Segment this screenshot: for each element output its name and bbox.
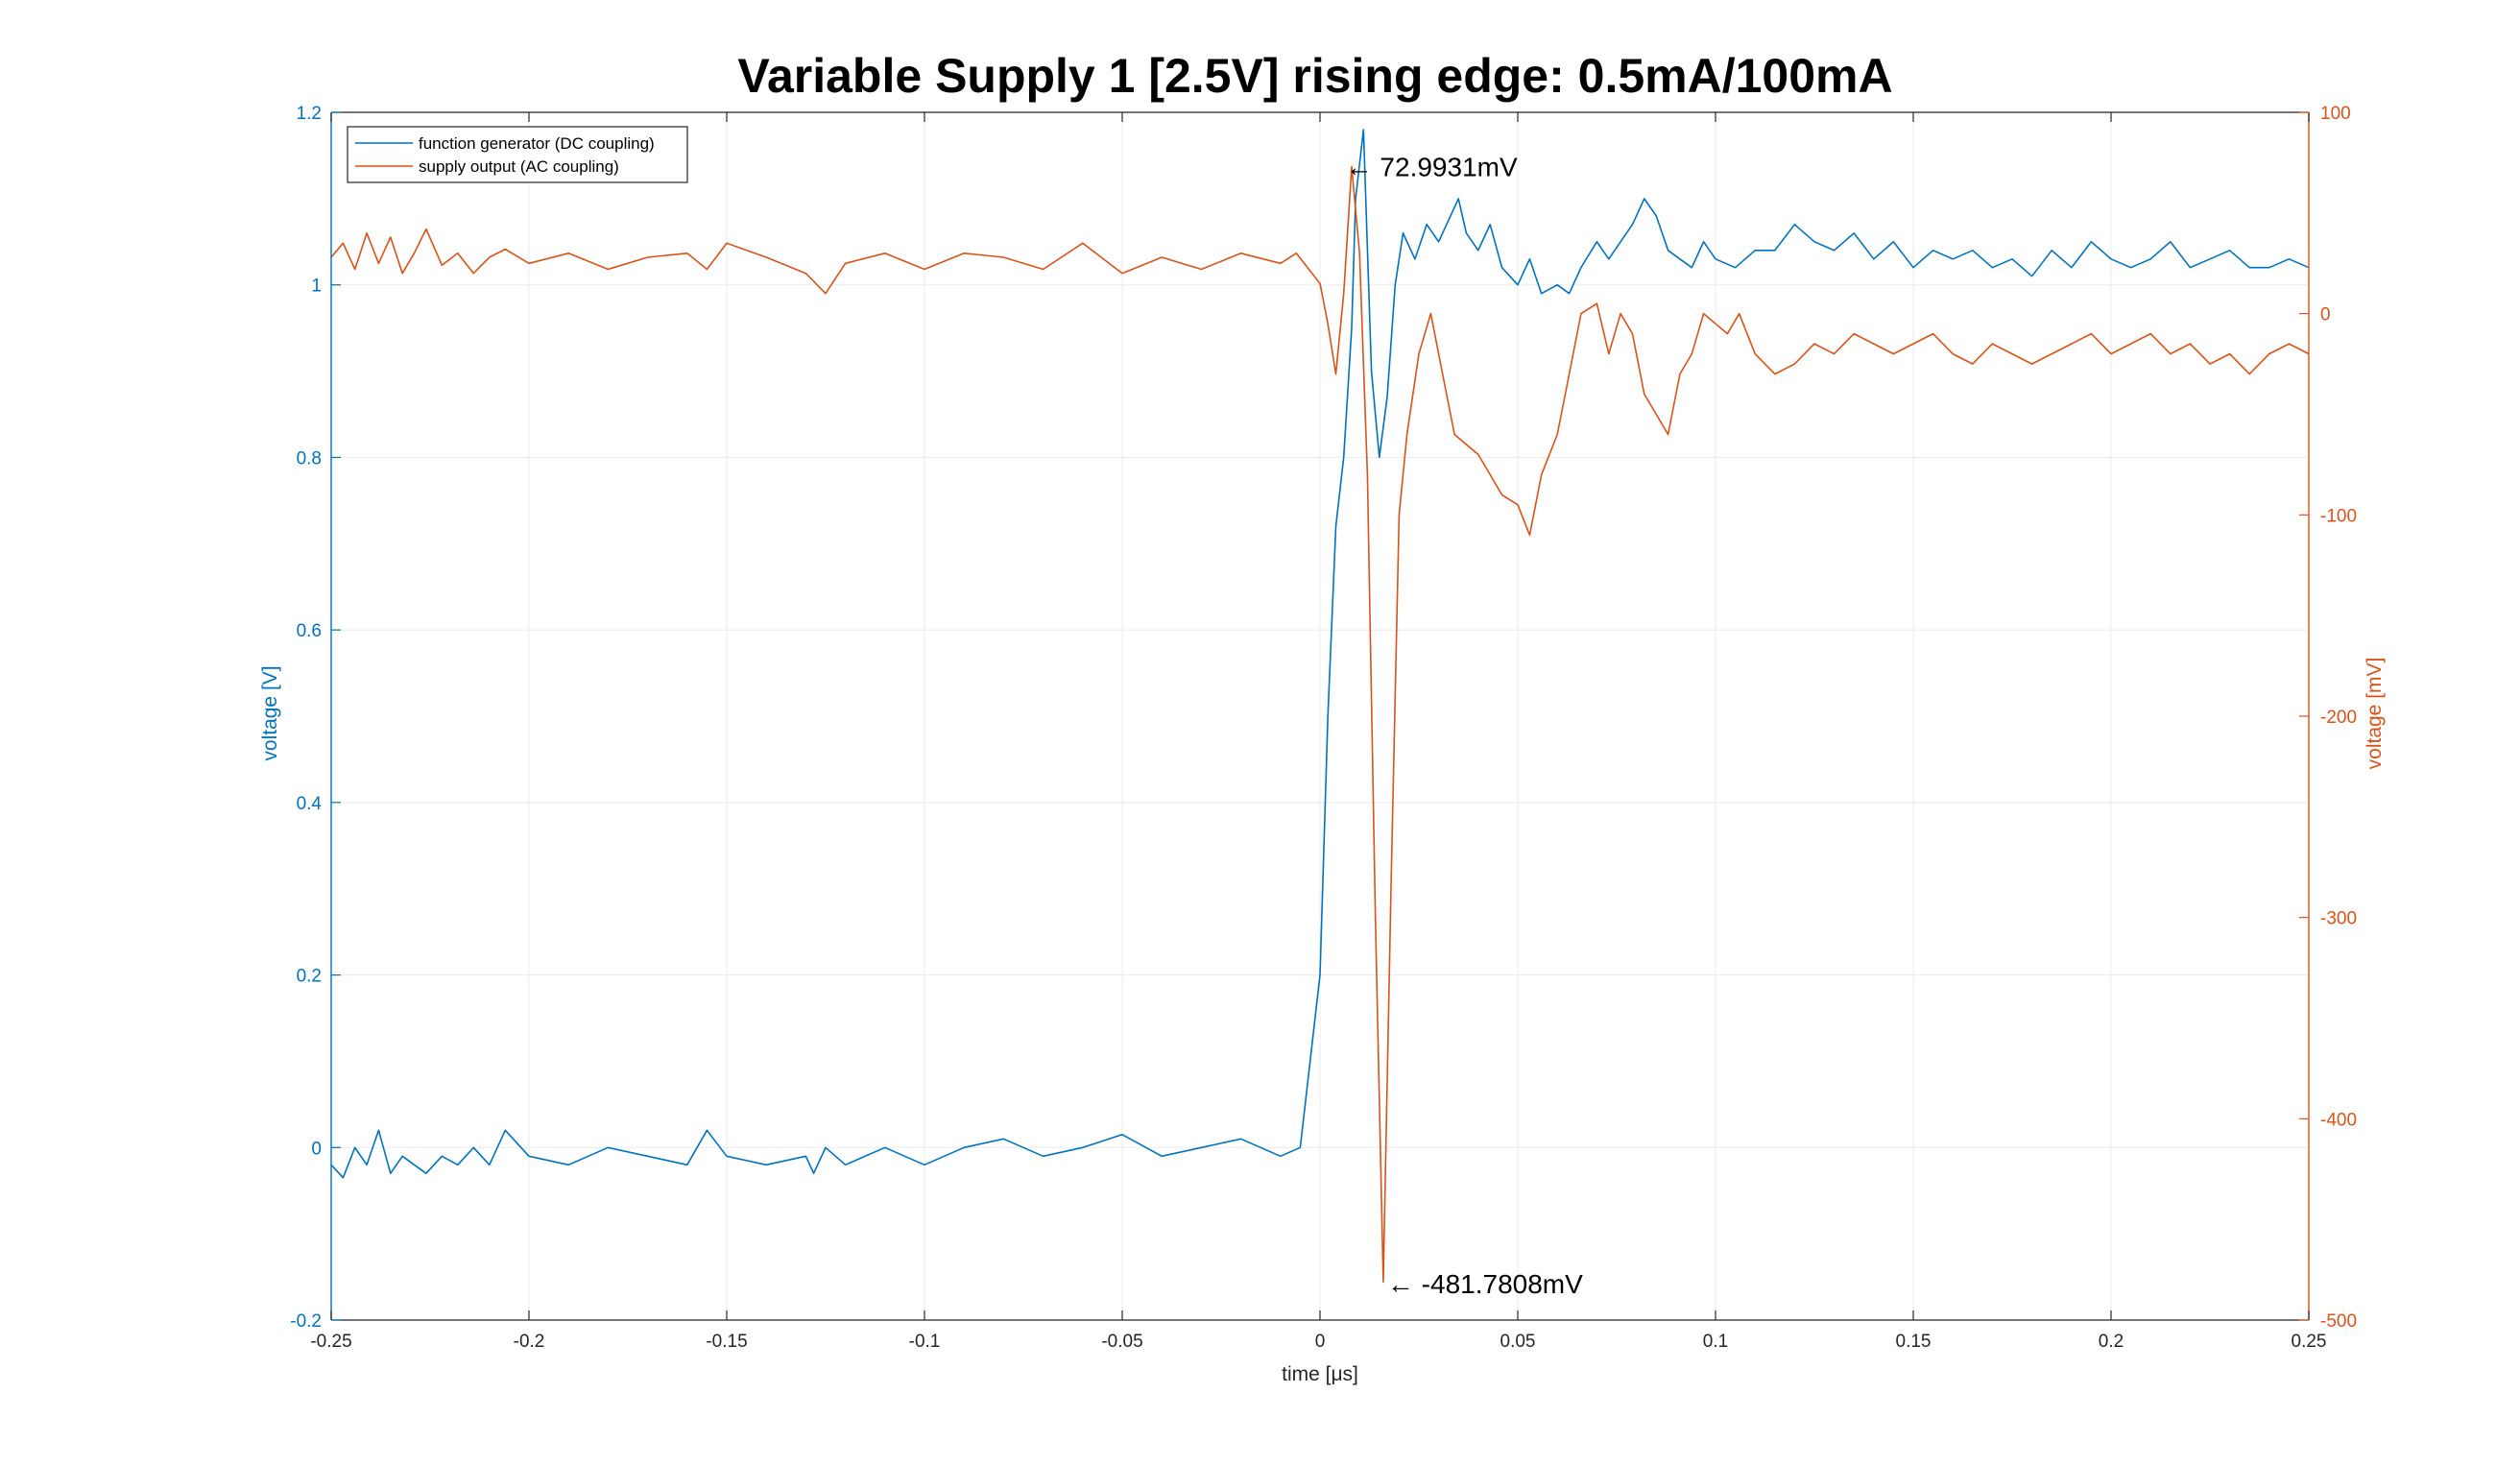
x-tick-label: 0.15 (1896, 1332, 1932, 1352)
series-line-0 (330, 129, 2310, 1179)
x-tick-label: 0 (1315, 1332, 1326, 1352)
y-left-tick-label: 0.8 (297, 448, 322, 469)
y-left-tick-label: 0.6 (297, 621, 322, 641)
x-tick-label: 0.2 (2099, 1332, 2124, 1352)
y-left-tick-label: 0.4 (297, 794, 323, 814)
x-tick-label: -0.25 (310, 1332, 351, 1352)
legend: function generator (DC coupling) supply … (347, 126, 688, 183)
ticks: -0.25 -0.2 -0.15 -0.1 -0.05 0 0.05 0.1 0.15 0.2 0.… (290, 104, 2357, 1352)
y-right-tick-label: -200 (2320, 708, 2357, 728)
legend-label-function-generator: function generator (DC coupling) (419, 134, 655, 153)
y-left-tick-label: 0 (311, 1139, 322, 1159)
x-tick-label: -0.1 (909, 1332, 941, 1352)
y-right-tick-label: -400 (2320, 1110, 2357, 1130)
y-axis-label-right: voltage [mV] (2364, 658, 2386, 770)
x-tick-label: 0.1 (1703, 1332, 1728, 1352)
annotations: ← 72.9931mV ← -481.7808mV (1346, 153, 1583, 1299)
x-axis-label: time [μs] (1282, 1363, 1358, 1385)
y-right-tick-label: -500 (2320, 1311, 2357, 1332)
x-tick-label: 0.05 (1500, 1332, 1536, 1352)
annotation-label: ← 72.9931mV (1346, 153, 1518, 182)
annotation-label: ← -481.7808mV (1387, 1269, 1583, 1299)
y-right-tick-label: 100 (2320, 104, 2351, 124)
y-left-tick-label: 1 (311, 276, 322, 297)
grid (330, 111, 2310, 1321)
y-left-tick-label: 1.2 (297, 104, 322, 124)
series-line-1 (330, 165, 2310, 1283)
legend-box (347, 126, 688, 183)
y-right-tick-label: 0 (2320, 305, 2331, 325)
y-left-tick-label: -0.2 (290, 1311, 322, 1332)
chart-title: Variable Supply 1 [2.5V] rising edge: 0.… (737, 49, 1892, 103)
legend-label-supply-output: supply output (AC coupling) (419, 157, 619, 176)
y-right-tick-label: -100 (2320, 506, 2357, 526)
x-tick-label: 0.25 (2292, 1332, 2327, 1352)
x-tick-label: -0.15 (706, 1332, 747, 1352)
y-right-tick-label: -300 (2320, 909, 2357, 929)
y-axis-label-left: voltage [V] (259, 665, 281, 760)
x-tick-label: -0.2 (514, 1332, 545, 1352)
series-layer (330, 129, 2310, 1283)
x-tick-label: -0.05 (1101, 1332, 1142, 1352)
y-left-tick-label: 0.2 (297, 967, 322, 987)
